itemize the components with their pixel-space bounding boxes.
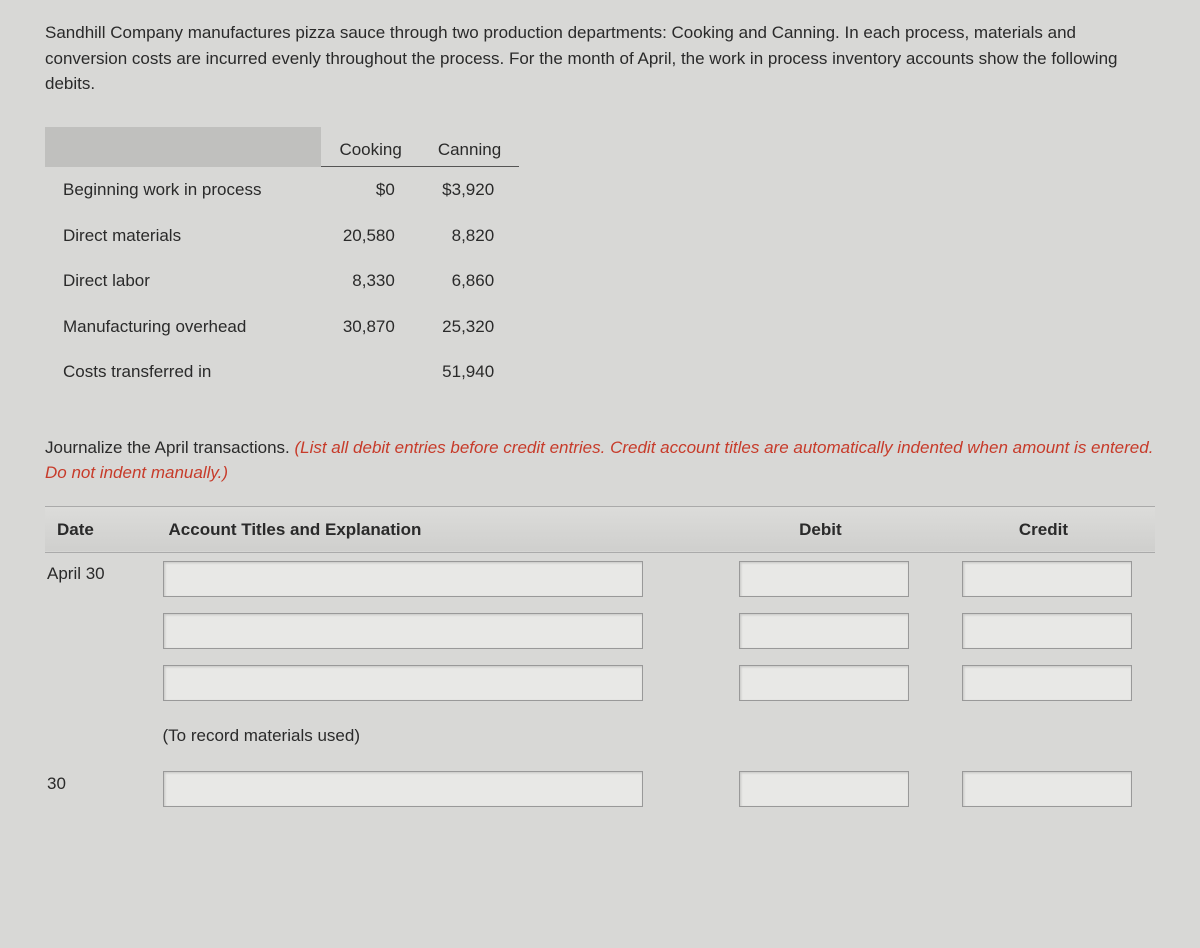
- account-title-input[interactable]: [163, 561, 643, 597]
- cell: 25,320: [420, 304, 519, 350]
- cell: [321, 349, 419, 395]
- row-label: Manufacturing overhead: [45, 304, 321, 350]
- header-date: Date: [45, 506, 157, 553]
- cell: 6,860: [420, 258, 519, 304]
- cell: $3,920: [420, 167, 519, 213]
- cell: 30,870: [321, 304, 419, 350]
- table-row: Direct materials 20,580 8,820: [45, 213, 519, 259]
- date-cell: 30: [45, 763, 157, 815]
- instr-black: Journalize the April transactions.: [45, 438, 294, 457]
- cost-data-table: Cooking Canning Beginning work in proces…: [45, 127, 519, 395]
- cell: $0: [321, 167, 419, 213]
- cell: 8,330: [321, 258, 419, 304]
- row-label: Costs transferred in: [45, 349, 321, 395]
- row-label: Direct labor: [45, 258, 321, 304]
- debit-input[interactable]: [739, 561, 909, 597]
- table-row: Costs transferred in 51,940: [45, 349, 519, 395]
- credit-input[interactable]: [962, 665, 1132, 701]
- header-credit: Credit: [932, 506, 1155, 553]
- cell: 20,580: [321, 213, 419, 259]
- date-cell: April 30: [45, 553, 157, 606]
- table-row: Manufacturing overhead 30,870 25,320: [45, 304, 519, 350]
- entry-explanation: (To record materials used): [163, 717, 703, 755]
- cell: 51,940: [420, 349, 519, 395]
- debit-input[interactable]: [739, 613, 909, 649]
- col-canning: Canning: [420, 127, 519, 167]
- header-debit: Debit: [709, 506, 932, 553]
- row-label: Direct materials: [45, 213, 321, 259]
- credit-input[interactable]: [962, 561, 1132, 597]
- journalize-instruction: Journalize the April transactions. (List…: [45, 435, 1155, 486]
- account-title-input[interactable]: [163, 771, 643, 807]
- header-account: Account Titles and Explanation: [157, 506, 709, 553]
- col-cooking: Cooking: [321, 127, 419, 167]
- journal-entry-table: Date Account Titles and Explanation Debi…: [45, 506, 1155, 815]
- account-title-input[interactable]: [163, 613, 643, 649]
- table-row: Direct labor 8,330 6,860: [45, 258, 519, 304]
- account-title-input[interactable]: [163, 665, 643, 701]
- problem-intro: Sandhill Company manufactures pizza sauc…: [45, 20, 1155, 97]
- row-label: Beginning work in process: [45, 167, 321, 213]
- debit-input[interactable]: [739, 665, 909, 701]
- credit-input[interactable]: [962, 771, 1132, 807]
- cell: 8,820: [420, 213, 519, 259]
- table-row: Beginning work in process $0 $3,920: [45, 167, 519, 213]
- credit-input[interactable]: [962, 613, 1132, 649]
- debit-input[interactable]: [739, 771, 909, 807]
